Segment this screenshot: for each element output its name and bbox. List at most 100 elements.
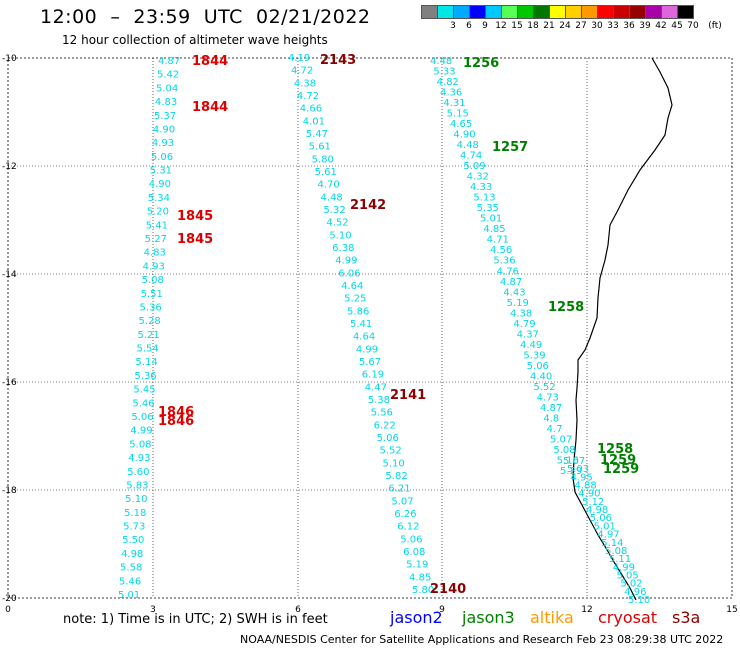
map-frame	[7, 57, 733, 599]
swh-value: 6.06	[338, 268, 360, 279]
swh-value: 5.73	[123, 522, 145, 533]
track-id-label: 1259	[603, 462, 639, 477]
swh-value: 5.08	[605, 546, 627, 557]
swh-value: 5.15	[447, 109, 469, 120]
swh-value: 5.11	[609, 554, 631, 565]
track-id-label: 1845	[177, 232, 213, 247]
swh-value: 5.28	[139, 316, 161, 327]
swh-value: 4.65	[450, 119, 472, 130]
swh-value: 4.37	[517, 329, 539, 340]
note-text: note: 1) Time is in UTC; 2) SWH is in fe…	[63, 612, 328, 627]
legend-label: 12	[495, 21, 507, 31]
swh-value: 5.45	[133, 385, 155, 396]
swh-value: 6.22	[374, 420, 396, 431]
track-id-label: 1844	[192, 100, 228, 115]
x-tick-label: 12	[581, 605, 592, 615]
swh-value: 5.41	[350, 319, 372, 330]
swh-value: 4.48	[457, 140, 479, 151]
swh-value: 4.99	[130, 426, 152, 437]
track-id-label: 2140	[430, 582, 466, 597]
swh-value: 5.82	[385, 471, 407, 482]
swh-value: 6.19	[362, 370, 384, 381]
swh-value: 4.64	[353, 332, 375, 343]
x-tick-label: 0	[5, 605, 11, 615]
swh-value: 5.35	[477, 203, 499, 214]
swh-value: 5.67	[359, 357, 381, 368]
swh-value: 4.48	[320, 192, 342, 203]
swh-value: 5.47	[306, 129, 328, 140]
swh-value: 5.10	[628, 595, 650, 606]
swh-value: 5.29	[560, 466, 582, 477]
track-id-label: 2142	[350, 198, 386, 213]
legend-label: 6	[466, 21, 472, 31]
x-tick-label: 6	[295, 605, 301, 615]
swh-value: 5.52	[533, 382, 555, 393]
swh-value: 4.87	[158, 56, 180, 67]
swh-value: 4.01	[303, 116, 325, 127]
track-id-label: 1257	[492, 140, 528, 155]
swh-value: 5.80	[312, 154, 334, 165]
legend-label: 36	[623, 21, 635, 31]
page-title: 12:00 – 23:59 UTC 02/21/2022	[40, 6, 371, 28]
swh-value: 5.39	[523, 350, 545, 361]
track-id-label: 1259	[600, 453, 636, 468]
swh-value: 4.93	[128, 453, 150, 464]
swh-value: 4.31	[443, 98, 465, 109]
swh-value: 5.36	[134, 371, 156, 382]
swh-value: 4.99	[356, 344, 378, 355]
satellite-label: jason2	[390, 608, 443, 627]
swh-value: 4.19	[288, 53, 310, 64]
swh-value: 5.06	[527, 361, 549, 372]
swh-value: 5.34	[148, 193, 170, 204]
swh-value: 5.06	[400, 534, 422, 545]
swh-value: 4.93	[143, 261, 165, 272]
track-values: 4.87 5.42 5.04 4.83 5.37 4.90 4.93 5.06 5.31 4.90…	[118, 53, 650, 606]
swh-value: 5.46	[132, 398, 154, 409]
swh-value: 4.32	[467, 172, 489, 183]
swh-value: 6.12	[397, 522, 419, 533]
swh-value: 4.38	[510, 308, 532, 319]
legend-label: 21	[543, 21, 555, 31]
legend-label: 9	[482, 21, 488, 31]
swh-value: 5.61	[315, 167, 337, 178]
swh-value: 5.06	[131, 412, 153, 423]
swh-value: 5.27	[145, 234, 167, 245]
swh-value: 6.08	[403, 547, 425, 558]
y-tick-label: -10	[2, 54, 17, 64]
swh-value: 5.38	[368, 395, 390, 406]
swh-value: 5.36	[493, 256, 515, 267]
swh-value: 6.38	[332, 243, 354, 254]
legend-unit: (ft)	[708, 21, 722, 31]
y-tick-label: -18	[2, 486, 17, 496]
swh-value: 5.10	[125, 494, 147, 505]
swh-value: 4.72	[297, 91, 319, 102]
legend-label: 45	[671, 21, 683, 31]
swh-value: 4.49	[520, 340, 542, 351]
swh-value: 4.40	[530, 371, 552, 382]
swh-value: 4.99	[613, 562, 635, 573]
x-tick-label: 15	[726, 605, 737, 615]
swh-value: 4.71	[487, 235, 509, 246]
legend-label: 18	[527, 21, 539, 31]
x-tick-label: 9	[439, 605, 445, 615]
swh-value: 4.99	[335, 256, 357, 267]
footer-credit: NOAA/NESDIS Center for Satellite Applica…	[240, 633, 724, 646]
swh-value: 4.8	[543, 413, 559, 424]
swh-value: 5.41	[146, 220, 168, 231]
swh-value: 5.08	[129, 439, 151, 450]
swh-value: 5.19	[507, 298, 529, 309]
swh-value: 4.83	[144, 248, 166, 259]
satellite-label: altika	[530, 608, 574, 627]
swh-value: 4.90	[149, 179, 171, 190]
swh-value: 5.54	[136, 344, 158, 355]
swh-value: 4.7	[547, 424, 563, 435]
swh-value: 4.95	[571, 472, 593, 483]
swh-value: 5.31	[150, 166, 172, 177]
swh-value: 4.90	[453, 130, 475, 141]
swh-value: 5.86	[347, 306, 369, 317]
swh-value: 5.50	[122, 535, 144, 546]
swh-value: 5.37	[154, 111, 176, 122]
track-id-label: 2143	[320, 53, 356, 68]
swh-value: 4.79	[513, 319, 535, 330]
